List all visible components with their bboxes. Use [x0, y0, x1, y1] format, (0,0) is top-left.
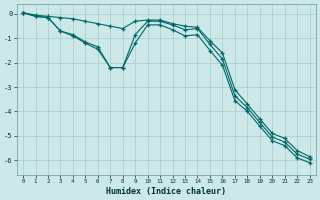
- X-axis label: Humidex (Indice chaleur): Humidex (Indice chaleur): [106, 187, 226, 196]
